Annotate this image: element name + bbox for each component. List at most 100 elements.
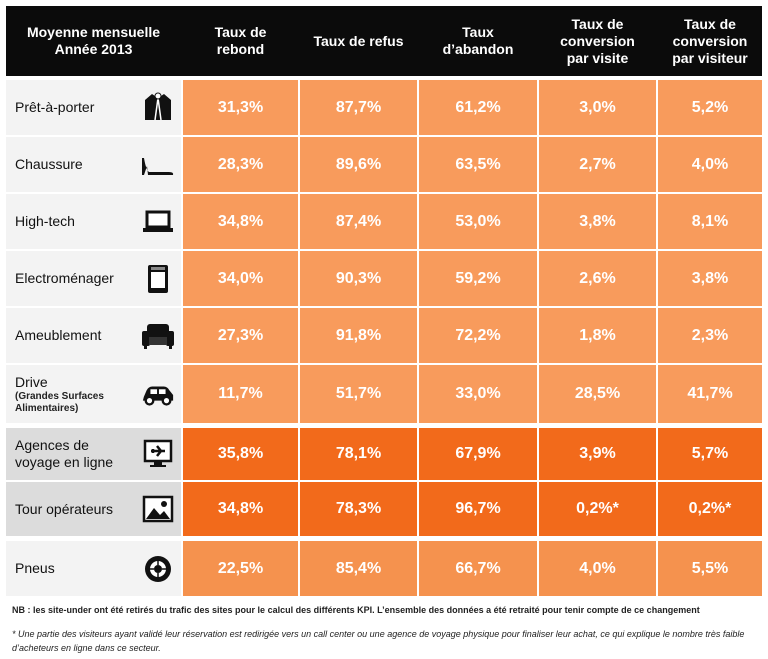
row-label-cell: Prêt-à-porter	[6, 80, 181, 135]
table-row: High-tech 34,8% 87,4% 53,0% 3,8% 8,1%	[6, 194, 762, 249]
category-name: High-tech	[15, 213, 75, 229]
category-name: Electroménager	[15, 270, 114, 286]
value-abandon-rate: 96,7%	[419, 482, 537, 536]
row-label: Electroménager	[15, 251, 140, 306]
table-header: Moyenne mensuelle Année 2013 Taux de reb…	[6, 6, 762, 76]
category-name: Chaussure	[15, 156, 83, 172]
value-conversion-visit: 2,7%	[539, 137, 656, 192]
table-row: Chaussure 28,3% 89,6% 63,5% 2,7% 4,0%	[6, 137, 762, 192]
category-sublabel: (Grandes Surfaces Alimentaires)	[15, 390, 104, 414]
category-name: Tour opérateurs	[15, 500, 114, 517]
category-name: Prêt-à-porter	[15, 99, 95, 115]
value-refusal-rate: 91,8%	[300, 308, 417, 363]
value-refusal-rate: 90,3%	[300, 251, 417, 306]
row-label: Agences de voyage en ligne	[15, 428, 130, 480]
table-row: Pneus 22,5% 85,4% 66,7% 4,0% 5,5%	[6, 541, 762, 596]
value-abandon-rate: 61,2%	[419, 80, 537, 135]
landscape-picture-icon	[141, 492, 175, 526]
value-refusal-rate: 85,4%	[300, 541, 417, 596]
value-abandon-rate: 59,2%	[419, 251, 537, 306]
jacket-icon	[141, 91, 175, 125]
value-bounce-rate: 34,0%	[183, 251, 298, 306]
value-conversion-visitor: 8,1%	[658, 194, 762, 249]
note-nb: NB : les site-under ont été retirés du t…	[12, 605, 700, 615]
value-conversion-visitor: 0,2%*	[658, 482, 762, 536]
table-row: Drive (Grandes Surfaces Alimentaires) 11,7…	[6, 365, 762, 423]
value-abandon-rate: 72,2%	[419, 308, 537, 363]
value-conversion-visit: 2,6%	[539, 251, 656, 306]
table-row: Tour opérateurs 34,8% 78,3% 96,7% 0,2%* 0,2%*	[6, 482, 762, 536]
table-row: Agences de voyage en ligne 35,8% 78,1% 67,9…	[6, 428, 762, 480]
armchair-icon	[141, 319, 175, 353]
header-conversion-visitor: Taux de conversion par visiteur	[672, 15, 748, 66]
value-conversion-visitor: 3,8%	[658, 251, 762, 306]
header-conversion-visit: Taux de conversion par visite	[560, 15, 635, 66]
value-abandon-rate: 53,0%	[419, 194, 537, 249]
value-bounce-rate: 22,5%	[183, 541, 298, 596]
row-label-cell: Chaussure	[6, 137, 181, 192]
header-bounce-rate: Taux de rebond	[214, 24, 267, 57]
table-row: Electroménager 34,0% 90,3% 59,2% 2,6% 3,8%	[6, 251, 762, 306]
value-conversion-visitor: 5,5%	[658, 541, 762, 596]
header-abandon-rate: Taux d’abandon	[442, 24, 514, 57]
value-refusal-rate: 51,7%	[300, 365, 417, 423]
value-bounce-rate: 34,8%	[183, 482, 298, 536]
row-label-cell: Pneus	[6, 541, 181, 596]
row-label: High-tech	[15, 194, 140, 249]
table-row: Prêt-à-porter 31,3% 87,7% 61,2% 3,0% 5,2%	[6, 80, 762, 135]
high-heel-icon	[141, 148, 175, 182]
row-label-cell: High-tech	[6, 194, 181, 249]
appliance-icon	[141, 262, 175, 296]
value-conversion-visit: 3,0%	[539, 80, 656, 135]
row-label-cell: Tour opérateurs	[6, 482, 181, 536]
value-bounce-rate: 27,3%	[183, 308, 298, 363]
value-bounce-rate: 35,8%	[183, 428, 298, 480]
row-label: Ameublement	[15, 308, 140, 363]
value-abandon-rate: 66,7%	[419, 541, 537, 596]
value-bounce-rate: 34,8%	[183, 194, 298, 249]
row-label-cell: Agences de voyage en ligne	[6, 428, 181, 480]
value-bounce-rate: 31,3%	[183, 80, 298, 135]
row-label-cell: Ameublement	[6, 308, 181, 363]
row-label: Chaussure	[15, 137, 140, 192]
value-conversion-visit: 0,2%*	[539, 482, 656, 536]
row-label: Prêt-à-porter	[15, 80, 140, 135]
row-label: Drive (Grandes Surfaces Alimentaires)	[15, 365, 140, 423]
table-row: Ameublement 27,3% 91,8% 72,2% 1,8% 2,3%	[6, 308, 762, 363]
value-conversion-visitor: 5,2%	[658, 80, 762, 135]
value-conversion-visit: 3,9%	[539, 428, 656, 480]
value-refusal-rate: 87,7%	[300, 80, 417, 135]
value-conversion-visit: 3,8%	[539, 194, 656, 249]
value-conversion-visitor: 2,3%	[658, 308, 762, 363]
car-icon	[141, 377, 175, 411]
value-conversion-visitor: 4,0%	[658, 137, 762, 192]
value-abandon-rate: 67,9%	[419, 428, 537, 480]
header-refusal-rate: Taux de refus	[313, 32, 404, 49]
value-conversion-visit: 28,5%	[539, 365, 656, 423]
value-conversion-visitor: 5,7%	[658, 428, 762, 480]
value-refusal-rate: 78,3%	[300, 482, 417, 536]
value-conversion-visit: 4,0%	[539, 541, 656, 596]
value-refusal-rate: 89,6%	[300, 137, 417, 192]
category-name: Drive	[15, 373, 48, 390]
row-label-cell: Electroménager	[6, 251, 181, 306]
plane-screen-icon	[141, 437, 175, 471]
tire-icon	[141, 552, 175, 586]
value-conversion-visitor: 41,7%	[658, 365, 762, 423]
value-abandon-rate: 33,0%	[419, 365, 537, 423]
footnote: * Une partie des visiteurs ayant validé …	[12, 629, 745, 653]
value-conversion-visit: 1,8%	[539, 308, 656, 363]
value-abandon-rate: 63,5%	[419, 137, 537, 192]
category-name: Agences de voyage en ligne	[15, 437, 114, 470]
value-bounce-rate: 11,7%	[183, 365, 298, 423]
row-label: Tour opérateurs	[15, 482, 140, 536]
laptop-icon	[141, 205, 175, 239]
category-name: Ameublement	[15, 327, 102, 343]
value-bounce-rate: 28,3%	[183, 137, 298, 192]
header-title: Moyenne mensuelle Année 2013	[26, 24, 161, 57]
row-label: Pneus	[15, 541, 140, 596]
value-refusal-rate: 87,4%	[300, 194, 417, 249]
category-name: Pneus	[15, 560, 55, 576]
value-refusal-rate: 78,1%	[300, 428, 417, 480]
row-label-cell: Drive (Grandes Surfaces Alimentaires)	[6, 365, 181, 423]
